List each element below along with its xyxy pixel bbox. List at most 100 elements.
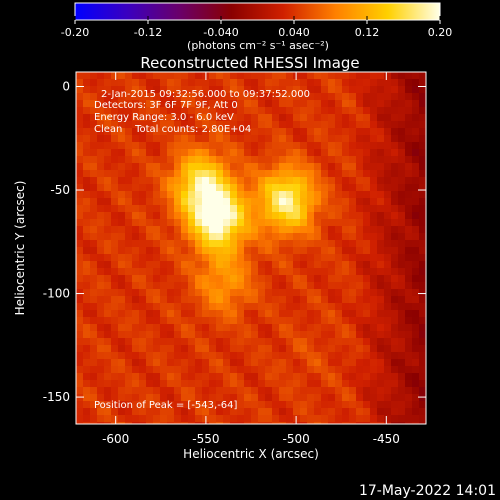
heatmap-cell (258, 226, 266, 234)
heatmap-cell (307, 93, 315, 101)
heatmap-cell (174, 135, 182, 143)
heatmap-cell (90, 114, 98, 122)
heatmap-cell (314, 121, 322, 129)
heatmap-cell (223, 261, 231, 269)
heatmap-cell (293, 240, 301, 248)
heatmap-cell (293, 380, 301, 388)
heatmap-cell (321, 408, 329, 416)
heatmap-cell (419, 226, 426, 234)
heatmap-cell (377, 268, 385, 276)
heatmap-cell (391, 170, 399, 178)
heatmap-cell (97, 345, 105, 353)
heatmap-cell (153, 373, 161, 381)
heatmap-cell (398, 366, 406, 374)
heatmap-cell (76, 114, 84, 122)
heatmap-cell (216, 233, 224, 241)
heatmap-cell (293, 205, 301, 213)
heatmap-cell (356, 366, 364, 374)
heatmap-cell (314, 275, 322, 283)
heatmap-cell (83, 373, 91, 381)
heatmap-cell (223, 184, 231, 192)
heatmap-cell (160, 359, 168, 367)
heatmap-cell (363, 72, 371, 80)
heatmap-cell (370, 254, 378, 262)
heatmap-cell (90, 128, 98, 136)
heatmap-cell (139, 72, 147, 80)
heatmap-cell (426, 261, 434, 269)
heatmap-cell (405, 128, 413, 136)
x-tick-label: -450 (373, 432, 400, 446)
heatmap-cell (272, 310, 280, 318)
heatmap-cell (349, 149, 357, 157)
heatmap-cell (83, 170, 91, 178)
heatmap-cell (125, 373, 133, 381)
heatmap-cell (216, 156, 224, 164)
heatmap-cell (167, 303, 175, 311)
heatmap-cell (167, 170, 175, 178)
heatmap-cell (209, 93, 217, 101)
heatmap-cell (328, 135, 336, 143)
heatmap-cell (419, 198, 426, 206)
heatmap-cell (412, 422, 420, 424)
heatmap-cell (405, 177, 413, 185)
heatmap-cell (244, 226, 252, 234)
heatmap-cell (188, 114, 196, 122)
heatmap-cell (370, 247, 378, 255)
heatmap-cell (398, 394, 406, 402)
heatmap-cell (118, 324, 126, 332)
heatmap-cell (181, 198, 189, 206)
heatmap-cell (76, 93, 84, 101)
heatmap-cell (405, 317, 413, 325)
heatmap-cell (153, 79, 161, 87)
heatmap-cell (426, 380, 434, 388)
heatmap-cell (244, 394, 252, 402)
heatmap-cell (223, 345, 231, 353)
heatmap-cell (125, 408, 133, 416)
heatmap-cell (307, 191, 315, 199)
heatmap-cell (335, 310, 343, 318)
heatmap-cell (209, 303, 217, 311)
heatmap-cell (160, 254, 168, 262)
heatmap-cell (139, 149, 147, 157)
heatmap-cell (398, 100, 406, 108)
heatmap-cell (307, 219, 315, 227)
heatmap-cell (188, 198, 196, 206)
heatmap-cell (258, 366, 266, 374)
heatmap-cell (125, 114, 133, 122)
heatmap-cell (384, 331, 392, 339)
heatmap-cell (370, 198, 378, 206)
heatmap-cell (258, 205, 266, 213)
heatmap-cell (356, 156, 364, 164)
heatmap-cell (314, 296, 322, 304)
heatmap-cell (405, 394, 413, 402)
heatmap-cell (195, 205, 203, 213)
heatmap-cell (398, 415, 406, 423)
heatmap-cell (412, 275, 420, 283)
heatmap-cell (405, 156, 413, 164)
heatmap-cell (398, 254, 406, 262)
heatmap-cell (146, 156, 154, 164)
heatmap-cell (244, 177, 252, 185)
heatmap-cell (265, 226, 273, 234)
heatmap-cell (153, 338, 161, 346)
heatmap-cell (286, 163, 294, 171)
heatmap-cell (328, 282, 336, 290)
heatmap-cell (356, 289, 364, 297)
heatmap-cell (118, 233, 126, 241)
heatmap-cell (167, 72, 175, 80)
heatmap-cell (363, 163, 371, 171)
heatmap-cell (426, 86, 434, 94)
heatmap-cell (111, 212, 119, 220)
heatmap-cell (286, 296, 294, 304)
heatmap-cell (202, 366, 210, 374)
heatmap-cell (230, 170, 238, 178)
heatmap-cell (258, 100, 266, 108)
heatmap-cell (293, 198, 301, 206)
heatmap-cell (272, 149, 280, 157)
heatmap-cell (237, 282, 245, 290)
heatmap-cell (398, 247, 406, 255)
heatmap-cell (265, 296, 273, 304)
heatmap-cell (272, 107, 280, 115)
heatmap-cell (391, 289, 399, 297)
heatmap-cell (370, 380, 378, 388)
